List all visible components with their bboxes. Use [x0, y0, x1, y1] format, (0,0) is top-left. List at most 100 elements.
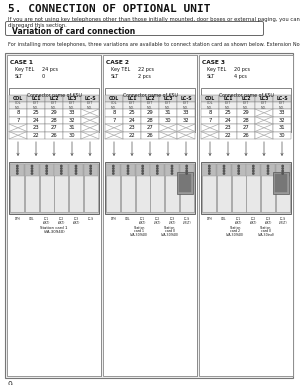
- Text: 0: 0: [42, 74, 45, 79]
- Circle shape: [90, 165, 92, 167]
- Text: COL: COL: [109, 96, 119, 101]
- Bar: [123, 132, 141, 139]
- Circle shape: [282, 165, 284, 167]
- Bar: [7, 55, 101, 376]
- Text: 32: 32: [69, 118, 75, 123]
- Text: Connector name of KSU: Connector name of KSU: [27, 93, 81, 98]
- Bar: [81, 102, 99, 109]
- Circle shape: [157, 165, 158, 167]
- Bar: [54, 164, 68, 176]
- Bar: [159, 124, 177, 132]
- Bar: [232, 164, 246, 176]
- Text: 31: 31: [165, 110, 171, 115]
- Text: LC-S: LC-S: [88, 217, 94, 221]
- Text: 23: 23: [33, 125, 39, 130]
- Bar: [9, 117, 27, 124]
- Bar: [81, 132, 99, 139]
- Circle shape: [61, 173, 62, 174]
- Circle shape: [31, 165, 33, 167]
- Circle shape: [16, 165, 18, 167]
- Bar: [237, 117, 255, 124]
- Bar: [219, 132, 237, 139]
- Circle shape: [171, 170, 173, 172]
- Text: Key TEL: Key TEL: [111, 67, 130, 72]
- Bar: [45, 132, 63, 139]
- Text: LC-S
(2SLT): LC-S (2SLT): [182, 217, 191, 225]
- Circle shape: [282, 173, 284, 174]
- Text: 25: 25: [129, 110, 135, 115]
- Bar: [123, 117, 141, 124]
- Text: 25: 25: [33, 110, 39, 115]
- Bar: [123, 109, 141, 117]
- Text: EXT
NO.: EXT NO.: [87, 101, 93, 110]
- Bar: [141, 102, 159, 109]
- Text: 24: 24: [33, 118, 39, 123]
- Text: COL: COL: [13, 96, 23, 101]
- Text: 28: 28: [147, 118, 153, 123]
- Circle shape: [186, 170, 188, 172]
- Circle shape: [61, 165, 62, 167]
- Circle shape: [46, 168, 47, 169]
- Bar: [141, 117, 159, 124]
- Bar: [219, 117, 237, 124]
- Text: 20 pcs: 20 pcs: [234, 67, 250, 72]
- Text: CASE 1: CASE 1: [10, 60, 33, 65]
- Text: 28: 28: [243, 118, 249, 123]
- Bar: [27, 95, 45, 102]
- Bar: [177, 102, 195, 109]
- Bar: [177, 124, 195, 132]
- Text: 7: 7: [112, 118, 116, 123]
- Bar: [246, 164, 260, 212]
- Circle shape: [171, 165, 173, 167]
- Circle shape: [112, 173, 114, 174]
- Text: 31: 31: [69, 125, 75, 130]
- Bar: [40, 164, 54, 176]
- Bar: [201, 88, 291, 132]
- Text: LC1
(4KT): LC1 (4KT): [139, 217, 146, 225]
- Bar: [246, 164, 260, 176]
- Text: DPH: DPH: [110, 217, 116, 221]
- Bar: [261, 164, 275, 212]
- Text: Station card 1: Station card 1: [40, 226, 68, 230]
- Bar: [105, 109, 123, 117]
- Bar: [219, 109, 237, 117]
- Bar: [45, 102, 63, 109]
- Text: EXT
NO.: EXT NO.: [279, 101, 285, 110]
- Circle shape: [16, 170, 18, 172]
- Text: 9: 9: [7, 381, 12, 385]
- Bar: [219, 124, 237, 132]
- Bar: [276, 164, 290, 176]
- Text: card 2: card 2: [230, 229, 240, 233]
- Bar: [45, 95, 63, 102]
- Bar: [177, 117, 195, 124]
- Text: COL
NO.: COL NO.: [15, 101, 21, 110]
- Text: LC-S: LC-S: [84, 96, 96, 101]
- Bar: [177, 95, 195, 102]
- Bar: [9, 162, 99, 214]
- Bar: [180, 164, 194, 212]
- Bar: [261, 164, 275, 176]
- Text: Station: Station: [134, 226, 145, 230]
- Text: card II: card II: [261, 229, 271, 233]
- Text: 22 pcs: 22 pcs: [138, 67, 154, 72]
- Bar: [237, 124, 255, 132]
- Bar: [177, 109, 195, 117]
- Bar: [273, 102, 291, 109]
- Bar: [84, 164, 98, 212]
- Text: 22: 22: [33, 133, 39, 138]
- Text: 25: 25: [225, 110, 231, 115]
- Circle shape: [208, 168, 210, 169]
- Bar: [121, 164, 135, 212]
- Circle shape: [171, 168, 173, 169]
- Text: Variation of card connection: Variation of card connection: [12, 27, 135, 36]
- Bar: [81, 117, 99, 124]
- Text: Connector name of KSU: Connector name of KSU: [219, 93, 273, 98]
- Text: COL: COL: [29, 217, 35, 221]
- Text: 8: 8: [112, 110, 116, 115]
- Text: LC2
(4KT): LC2 (4KT): [250, 217, 257, 225]
- Text: 7: 7: [208, 118, 212, 123]
- Text: 30: 30: [69, 133, 75, 138]
- Text: COL
NO.: COL NO.: [111, 101, 117, 110]
- Circle shape: [112, 170, 114, 172]
- Text: Connector name of KSU: Connector name of KSU: [123, 93, 177, 98]
